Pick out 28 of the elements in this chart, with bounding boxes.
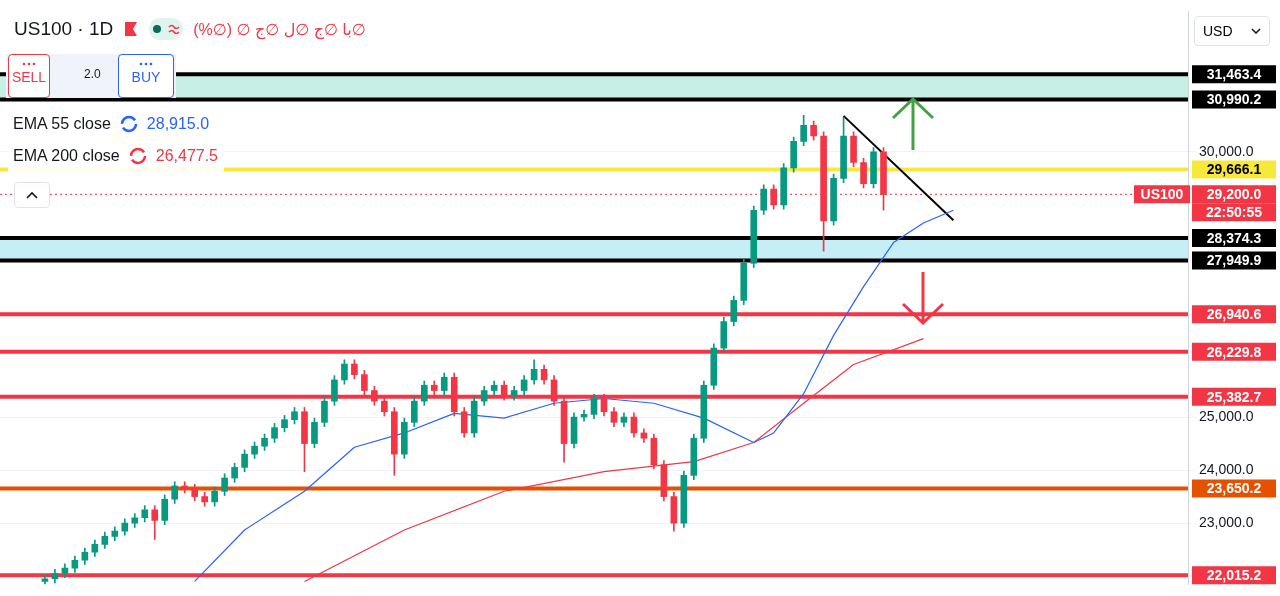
y-tick-label: 25,000.0 — [1199, 407, 1254, 424]
ref-line-label: 28,374.3 — [1206, 229, 1262, 246]
ref-line-label: 27,949.9 — [1206, 252, 1262, 269]
text: 22:50:55 — [1205, 204, 1263, 221]
y-tick-label: 23,000.0 — [1199, 513, 1254, 530]
ref-line-label: 23,650.2 — [1206, 480, 1262, 497]
annotation: 28,915.0 — [146, 115, 210, 133]
ref-line-label: 26,229.8 — [1206, 343, 1262, 360]
y-tick-label: 24,000.0 — [1199, 460, 1254, 477]
text: ∅با ∅ج ∅ل ∅ج ∅ (∅%) — [193, 19, 366, 39]
ref-line-label: 29,200.0 — [1206, 186, 1262, 203]
ref-line-label: 31,463.4 — [1206, 66, 1262, 83]
annotation: 26,477.5 — [155, 147, 219, 165]
text: USD — [1203, 23, 1233, 39]
annotation: BUY — [130, 69, 162, 85]
legend-label: EMA 55 close — [13, 115, 111, 133]
candlestick — [181, 481, 189, 494]
legend-label: EMA 200 close — [13, 147, 120, 165]
y-tick-label: 30,000.0 — [1199, 142, 1254, 159]
ref-line-label: 30,990.2 — [1206, 91, 1262, 108]
ref-line-label: 29,666.1 — [1206, 161, 1262, 178]
annotation: 2.0 — [84, 67, 101, 81]
chart-title: US100 · 1D — [14, 18, 114, 40]
annotation: US100 — [1140, 186, 1184, 203]
ref-line-label: 26,940.6 — [1206, 306, 1262, 322]
annotation: SELL — [10, 69, 48, 85]
ref-line-label: 25,382.7 — [1206, 388, 1262, 405]
ref-line-label: 22,015.2 — [1206, 567, 1262, 584]
